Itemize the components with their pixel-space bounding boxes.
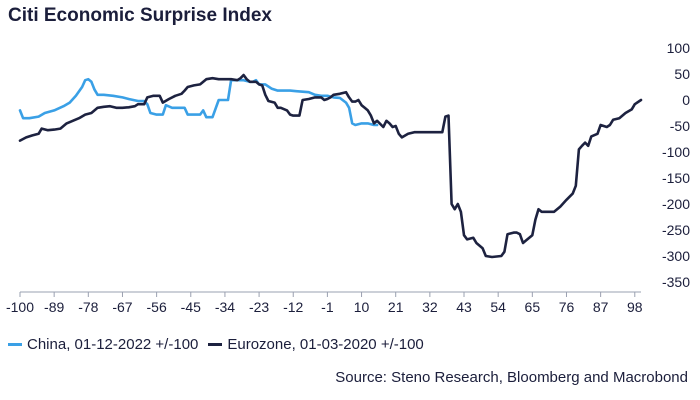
- x-tick-label: -45: [181, 299, 201, 315]
- line-chart: -100 -89 -78 -67 -56 -45 -34 -23 -12 -1 10 21 32 43 54…: [6, 40, 690, 315]
- y-tick-label: -350: [662, 274, 690, 290]
- x-axis: -100 -89 -78 -67 -56 -45 -34 -23 -12 -1 10 21 32 43 54…: [6, 291, 643, 315]
- y-tick-label: -250: [662, 222, 690, 238]
- x-tick-label: 87: [593, 299, 609, 315]
- source-note: Source: Steno Research, Bloomberg and Ma…: [335, 369, 688, 386]
- x-tick-label: -67: [112, 299, 132, 315]
- y-tick-label: -150: [662, 170, 690, 186]
- legend-item-china: China, 01-12-2022 +/-100: [8, 336, 198, 353]
- chart-title: Citi Economic Surprise Index: [8, 5, 272, 26]
- x-tick-label: -89: [44, 299, 64, 315]
- x-tick-label: 76: [559, 299, 575, 315]
- y-tick-label: 50: [674, 66, 690, 82]
- x-tick-label: -1: [321, 299, 334, 315]
- legend-swatch-china: [8, 343, 22, 346]
- y-tick-label: -100: [662, 144, 690, 160]
- x-tick-label: -23: [249, 299, 269, 315]
- x-tick-label: 54: [490, 299, 506, 315]
- x-tick-label: -56: [147, 299, 167, 315]
- y-tick-label: -200: [662, 196, 690, 212]
- series-line-eurozone: [18, 73, 643, 259]
- x-tick-label: 98: [627, 299, 643, 315]
- x-tick-label: 43: [456, 299, 472, 315]
- x-tick-label: -12: [283, 299, 303, 315]
- legend-label-eurozone: Eurozone, 01-03-2020 +/-100: [227, 336, 424, 353]
- x-tick-label: -78: [78, 299, 98, 315]
- y-axis: 100 50 0 -50 -100 -150 -200 -250 -300 -350: [662, 40, 690, 290]
- legend-label-china: China, 01-12-2022 +/-100: [27, 336, 199, 353]
- x-tick-label: -34: [215, 299, 235, 315]
- x-tick-label: 10: [354, 299, 370, 315]
- legend: China, 01-12-2022 +/-100 Eurozone, 01-03…: [8, 336, 434, 353]
- legend-swatch-eurozone: [208, 343, 223, 346]
- x-tick-label: 32: [422, 299, 438, 315]
- x-tick-label: -100: [6, 299, 34, 315]
- legend-item-eurozone: Eurozone, 01-03-2020 +/-100: [208, 336, 424, 353]
- y-tick-label: -300: [662, 248, 690, 264]
- y-tick-label: 0: [682, 92, 690, 108]
- y-tick-label: 100: [667, 40, 691, 56]
- x-tick-label: 65: [525, 299, 541, 315]
- series-line-china: [18, 77, 379, 127]
- series-layer: [18, 73, 643, 259]
- x-tick-label: 21: [388, 299, 404, 315]
- y-tick-label: -50: [670, 118, 690, 134]
